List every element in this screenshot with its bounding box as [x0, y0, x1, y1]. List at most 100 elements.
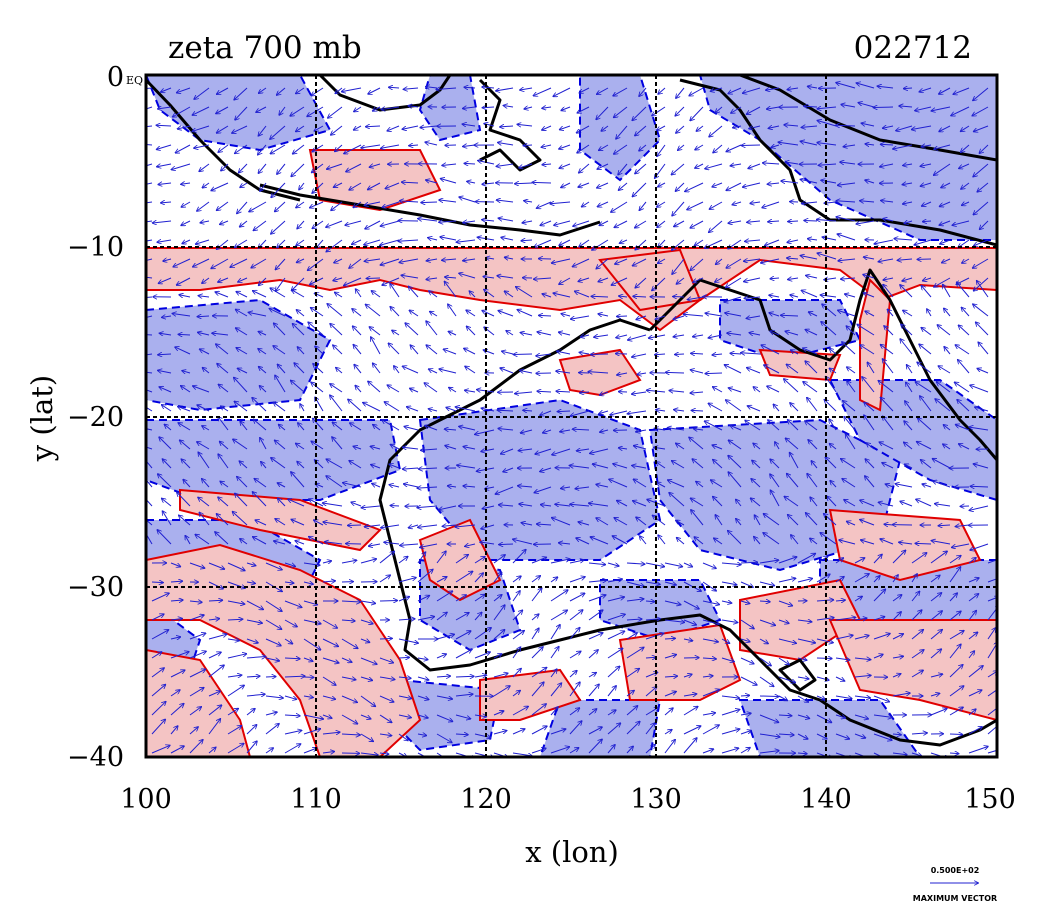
wind-vector — [726, 144, 742, 152]
wind-vector — [373, 425, 381, 431]
y-axis-label: y (lat) — [25, 375, 59, 462]
wind-vector — [768, 221, 780, 222]
wind-vector — [234, 401, 248, 412]
wind-vector — [297, 220, 305, 229]
wind-vector — [394, 366, 400, 374]
wind-vector — [368, 381, 381, 393]
wind-vector — [178, 423, 191, 431]
wind-vector — [253, 419, 267, 431]
wind-vector — [178, 407, 191, 412]
wind-vector — [333, 278, 343, 281]
wind-vector — [212, 333, 229, 335]
wind-vector — [334, 182, 343, 187]
wind-vector — [335, 292, 343, 298]
wind-vector — [382, 277, 400, 285]
wind-vector — [265, 677, 276, 678]
wind-vector — [808, 440, 818, 450]
wind-vector — [326, 220, 343, 227]
wind-vector — [239, 461, 248, 469]
wind-vector — [197, 201, 210, 211]
wind-vector — [558, 411, 571, 412]
wind-vector — [817, 107, 837, 109]
wind-vector — [974, 125, 989, 132]
wind-vector — [462, 124, 476, 126]
wind-vector — [230, 258, 248, 267]
wind-vector — [639, 144, 647, 151]
wind-vector — [296, 87, 305, 94]
wind-vector — [163, 459, 172, 469]
wind-vector — [975, 407, 989, 412]
wind-vector — [635, 277, 647, 288]
wind-vector — [673, 315, 685, 319]
wind-vector — [330, 384, 343, 393]
wind-vector — [180, 440, 191, 450]
wind-vector — [769, 126, 780, 128]
wind-vector — [570, 410, 590, 416]
wind-vector — [973, 163, 989, 177]
wind-vector — [749, 333, 761, 335]
wind-vector — [398, 240, 419, 241]
wind-vector — [616, 125, 628, 139]
wind-vector — [768, 420, 780, 431]
wind-vector — [726, 258, 742, 268]
wind-vector — [678, 144, 685, 150]
wind-vector — [676, 125, 685, 133]
wind-vector — [579, 87, 590, 93]
wind-vector — [579, 239, 590, 247]
wind-vector — [632, 106, 647, 120]
wind-vector — [866, 443, 875, 450]
wind-vector — [962, 202, 970, 205]
wind-vector — [442, 259, 457, 260]
wind-vector — [194, 144, 210, 148]
wind-vector — [915, 382, 932, 393]
wind-vector — [800, 141, 818, 146]
wind-vector — [931, 106, 951, 111]
wind-vector — [372, 291, 381, 298]
wind-vector — [192, 106, 210, 115]
wind-vector — [387, 125, 400, 131]
wind-vector — [843, 145, 856, 147]
wind-vector — [664, 638, 675, 639]
wind-vector — [346, 163, 362, 172]
wind-vector — [146, 182, 153, 185]
wind-vector — [961, 182, 970, 189]
wind-vector — [883, 359, 894, 374]
wind-vector — [353, 345, 362, 355]
wind-vector — [741, 353, 761, 354]
wind-vector — [537, 201, 552, 208]
wind-vector — [260, 182, 267, 191]
wind-vector — [198, 332, 210, 335]
wind-vector — [421, 449, 438, 450]
wind-vector — [883, 285, 894, 298]
wind-vector — [636, 430, 647, 432]
wind-vector — [874, 239, 894, 244]
wind-vector — [781, 181, 799, 183]
wind-vector — [877, 86, 894, 88]
wind-vector — [439, 221, 457, 222]
wind-vector — [708, 334, 723, 338]
wind-vector — [355, 386, 362, 393]
wind-vector — [633, 258, 647, 266]
wind-vector — [159, 437, 172, 450]
wind-vector — [879, 442, 894, 450]
wind-vector — [599, 411, 609, 414]
wind-vector — [912, 125, 932, 130]
wind-vector — [163, 259, 172, 261]
wind-vector — [594, 335, 609, 337]
wind-vector — [857, 324, 875, 336]
wind-vector — [962, 308, 970, 317]
wind-vector — [619, 182, 628, 190]
wind-vector — [620, 240, 628, 243]
wind-vectors — [146, 83, 997, 757]
wind-vector — [330, 395, 343, 412]
wind-vector — [446, 408, 457, 412]
wind-vector — [524, 107, 533, 109]
wind-vector — [240, 421, 248, 431]
wind-vector — [392, 330, 400, 336]
wind-vector — [498, 410, 514, 411]
wind-vector — [961, 144, 970, 152]
wind-vector — [194, 87, 210, 99]
wind-vector — [251, 258, 267, 268]
wind-vector — [463, 145, 476, 147]
wind-vector — [797, 753, 807, 754]
